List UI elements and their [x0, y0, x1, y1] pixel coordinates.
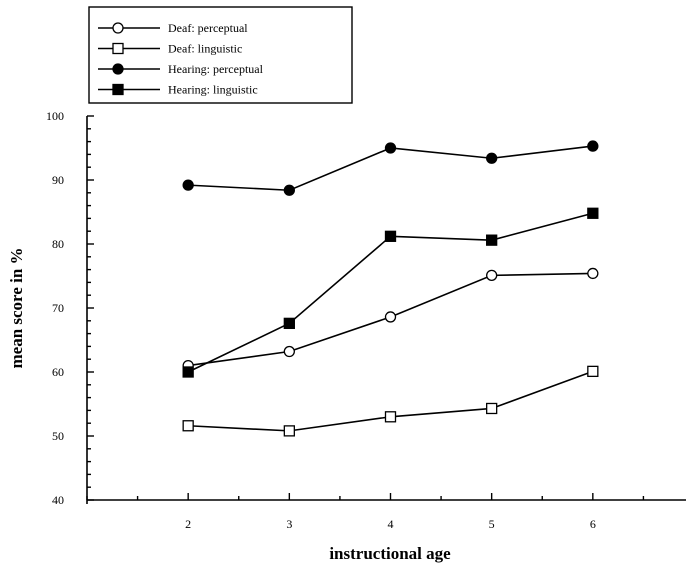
legend: Deaf: perceptual Deaf: linguistic Hearing:… — [88, 6, 353, 104]
data-point — [486, 402, 498, 415]
legend-box — [88, 6, 353, 104]
data-point — [587, 207, 599, 219]
x-tick-label: 5 — [489, 517, 495, 531]
series-0 — [182, 267, 599, 372]
legend-label: Deaf: perceptual — [168, 21, 248, 35]
series-3 — [182, 207, 599, 378]
legend-swatch-marker — [112, 83, 124, 96]
y-tick-label: 70 — [52, 301, 64, 315]
data-point — [587, 267, 599, 280]
x-tick-label: 2 — [185, 517, 191, 531]
x-axis-title: instructional age — [329, 544, 451, 563]
data-point — [384, 411, 397, 423]
series-1 — [182, 365, 599, 437]
legend-label: Deaf: linguistic — [168, 42, 242, 56]
data-point — [384, 311, 397, 323]
data-point — [283, 317, 295, 330]
data-point — [283, 345, 295, 358]
legend-label: Hearing: linguistic — [168, 83, 258, 97]
y-tick-label: 60 — [52, 365, 64, 379]
data-point — [283, 184, 295, 196]
data-point — [182, 179, 194, 191]
x-tick-label: 4 — [388, 517, 394, 531]
data-point — [384, 142, 397, 154]
legend-swatch-marker — [112, 42, 124, 55]
data-point — [587, 365, 599, 378]
legend-swatch-marker — [112, 63, 124, 75]
legend-label: Hearing: perceptual — [168, 62, 264, 76]
axes: 40 50 60 70 80 90 100 2 3 4 5 6 — [46, 109, 686, 531]
y-tick-label: 50 — [52, 429, 64, 443]
plot-area — [182, 140, 599, 437]
data-point — [587, 140, 599, 152]
data-point — [182, 366, 194, 378]
y-tick-label: 100 — [46, 109, 64, 123]
data-point — [182, 420, 194, 432]
legend-swatch-marker — [112, 22, 124, 34]
data-point — [486, 269, 498, 282]
x-tick-label: 6 — [590, 517, 596, 531]
data-point — [283, 425, 295, 437]
y-axis-title: mean score in % — [7, 247, 26, 368]
y-tick-label: 80 — [52, 237, 64, 251]
series-2 — [182, 140, 599, 196]
x-tick-label: 3 — [286, 517, 292, 531]
y-tick-label: 90 — [52, 173, 64, 187]
data-point — [486, 152, 498, 164]
data-point — [486, 234, 498, 246]
data-point — [384, 230, 397, 242]
y-tick-label: 40 — [52, 493, 64, 507]
